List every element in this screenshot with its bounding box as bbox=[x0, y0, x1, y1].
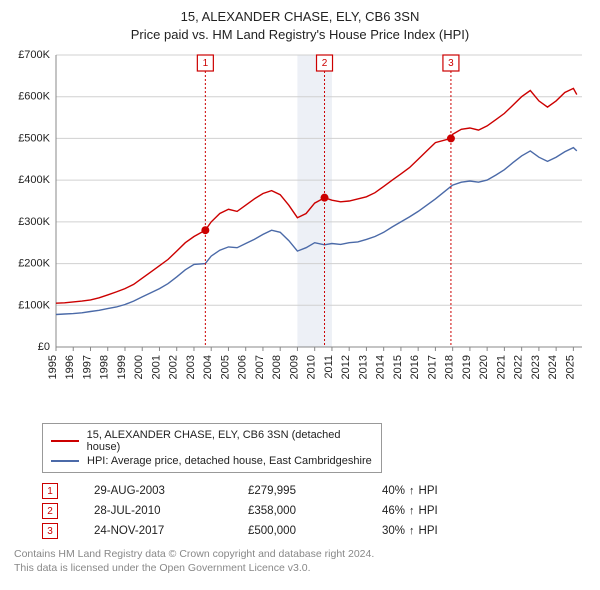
sale-date: 24-NOV-2017 bbox=[94, 525, 224, 537]
legend-swatch bbox=[51, 460, 79, 462]
chart-title-line2: Price paid vs. HM Land Registry's House … bbox=[8, 26, 592, 44]
legend-label: HPI: Average price, detached house, East… bbox=[87, 455, 372, 467]
legend-swatch bbox=[51, 440, 79, 442]
chart-svg: £0 £100K £200K £300K £400K £500K £600K £700K 199… bbox=[8, 47, 592, 417]
sale-price: £358,000 bbox=[248, 505, 358, 517]
x-tick-label: 1997 bbox=[81, 355, 93, 379]
x-tick-label: 1998 bbox=[99, 355, 111, 379]
sale-marker-dot bbox=[321, 194, 329, 202]
x-tick-label: 1995 bbox=[47, 355, 59, 379]
footnote-line2: This data is licensed under the Open Gov… bbox=[14, 561, 592, 575]
legend-row: 15, ALEXANDER CHASE, ELY, CB6 3SN (detac… bbox=[51, 428, 373, 454]
legend-label: 15, ALEXANDER CHASE, ELY, CB6 3SN (detac… bbox=[87, 429, 373, 453]
sale-marker-dot bbox=[447, 135, 455, 143]
chart-title-line1: 15, ALEXANDER CHASE, ELY, CB6 3SN bbox=[8, 8, 592, 26]
sale-vs-hpi-pct: 46% bbox=[382, 505, 405, 517]
sale-vs-hpi: 40% ↑ HPI bbox=[382, 485, 502, 497]
up-arrow-icon: ↑ bbox=[409, 525, 415, 537]
legend-row: HPI: Average price, detached house, East… bbox=[51, 454, 373, 468]
x-tick-label: 2008 bbox=[271, 355, 283, 379]
x-tick-label: 2014 bbox=[375, 355, 387, 379]
x-tick-label: 2000 bbox=[133, 355, 145, 379]
x-tick-label: 2019 bbox=[461, 355, 473, 379]
sale-marker-dot bbox=[201, 226, 209, 234]
x-tick-label: 2018 bbox=[444, 355, 456, 379]
y-tick-label: £0 bbox=[38, 341, 50, 353]
y-tick-label: £100K bbox=[18, 299, 50, 311]
sale-date: 28-JUL-2010 bbox=[94, 505, 224, 517]
sale-row: 1 29-AUG-2003 £279,995 40% ↑ HPI bbox=[42, 481, 582, 501]
sale-index-badge: 1 bbox=[42, 483, 58, 499]
sale-index-badge: 2 bbox=[42, 503, 58, 519]
y-tick-label: £700K bbox=[18, 49, 50, 61]
x-tick-label: 2005 bbox=[219, 355, 231, 379]
sale-vs-hpi: 46% ↑ HPI bbox=[382, 505, 502, 517]
x-tick-label: 2021 bbox=[495, 355, 507, 379]
x-tick-label: 2025 bbox=[564, 355, 576, 379]
sale-marker-num: 2 bbox=[322, 58, 328, 69]
sale-vs-hpi-pct: 30% bbox=[382, 525, 405, 537]
x-tick-label: 2017 bbox=[426, 355, 438, 379]
y-tick-label: £600K bbox=[18, 91, 50, 103]
x-tick-label: 2007 bbox=[254, 355, 266, 379]
x-tick-label: 2020 bbox=[478, 355, 490, 379]
sale-marker-num: 3 bbox=[448, 58, 454, 69]
price-chart: £0 £100K £200K £300K £400K £500K £600K £700K 199… bbox=[8, 47, 592, 417]
sale-row: 3 24-NOV-2017 £500,000 30% ↑ HPI bbox=[42, 521, 582, 541]
sale-price: £500,000 bbox=[248, 525, 358, 537]
sale-price: £279,995 bbox=[248, 485, 358, 497]
x-tick-label: 2006 bbox=[237, 355, 249, 379]
y-tick-label: £200K bbox=[18, 258, 50, 270]
legend: 15, ALEXANDER CHASE, ELY, CB6 3SN (detac… bbox=[42, 423, 382, 473]
x-tick-label: 2001 bbox=[150, 355, 162, 379]
sale-hpi-label: HPI bbox=[419, 525, 438, 537]
y-tick-label: £500K bbox=[18, 133, 50, 145]
x-tick-label: 2016 bbox=[409, 355, 421, 379]
sale-marker-num: 1 bbox=[203, 58, 209, 69]
y-tick-label: £300K bbox=[18, 216, 50, 228]
footnote: Contains HM Land Registry data © Crown c… bbox=[14, 547, 592, 575]
up-arrow-icon: ↑ bbox=[409, 505, 415, 517]
sale-vs-hpi-pct: 40% bbox=[382, 485, 405, 497]
sale-row: 2 28-JUL-2010 £358,000 46% ↑ HPI bbox=[42, 501, 582, 521]
sale-vs-hpi: 30% ↑ HPI bbox=[382, 525, 502, 537]
shaded-band bbox=[297, 55, 331, 347]
x-tick-label: 2024 bbox=[547, 355, 559, 379]
x-tick-label: 2023 bbox=[530, 355, 542, 379]
x-tick-label: 2013 bbox=[357, 355, 369, 379]
footnote-line1: Contains HM Land Registry data © Crown c… bbox=[14, 547, 592, 561]
sales-table: 1 29-AUG-2003 £279,995 40% ↑ HPI 2 28-JUL-2010 £… bbox=[42, 481, 582, 541]
x-tick-label: 2011 bbox=[323, 355, 335, 379]
sale-index-badge: 3 bbox=[42, 523, 58, 539]
y-tick-label: £400K bbox=[18, 174, 50, 186]
x-tick-label: 2010 bbox=[306, 355, 318, 379]
sale-date: 29-AUG-2003 bbox=[94, 485, 224, 497]
up-arrow-icon: ↑ bbox=[409, 485, 415, 497]
x-tick-label: 2004 bbox=[202, 355, 214, 379]
sale-hpi-label: HPI bbox=[419, 505, 438, 517]
x-tick-label: 2022 bbox=[513, 355, 525, 379]
x-tick-label: 1999 bbox=[116, 355, 128, 379]
x-tick-label: 2012 bbox=[340, 355, 352, 379]
x-tick-label: 2015 bbox=[392, 355, 404, 379]
x-tick-label: 2003 bbox=[185, 355, 197, 379]
sale-hpi-label: HPI bbox=[419, 485, 438, 497]
x-tick-label: 2009 bbox=[288, 355, 300, 379]
x-tick-label: 2002 bbox=[168, 355, 180, 379]
chart-title-block: 15, ALEXANDER CHASE, ELY, CB6 3SN Price … bbox=[8, 8, 592, 43]
x-tick-label: 1996 bbox=[64, 355, 76, 379]
